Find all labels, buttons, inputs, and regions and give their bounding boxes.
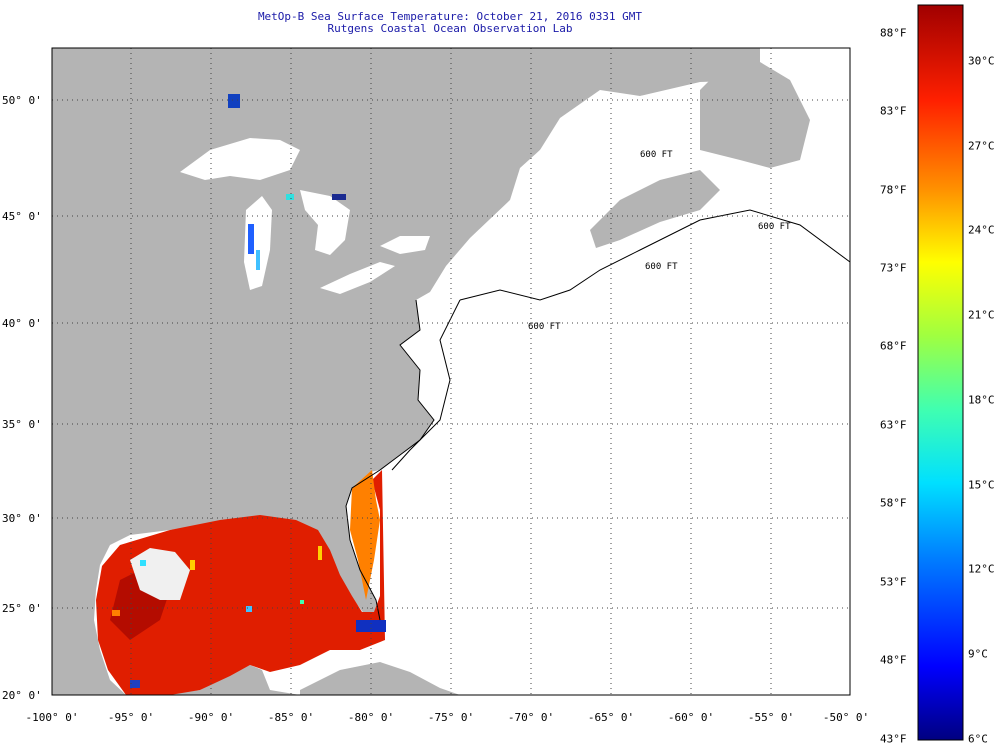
colorbar <box>917 4 964 741</box>
colorbar-f-label: 73°F <box>880 261 907 275</box>
colorbar-f-label: 78°F <box>880 183 907 197</box>
lon-label-75: -75° 0' <box>427 711 475 724</box>
lake-sst-speckles <box>228 94 346 270</box>
lat-label-50: 50° 0' <box>2 94 42 107</box>
map-area <box>52 48 850 695</box>
depth-label: 600 FT <box>645 262 678 272</box>
colorbar-f-label: 68°F <box>880 339 907 353</box>
land-cuba <box>300 662 460 695</box>
lon-label-60: -60° 0' <box>667 711 715 724</box>
graticule <box>52 48 850 695</box>
map-border <box>51 47 851 696</box>
lake-superior <box>180 138 300 180</box>
lat-label-45: 45° 0' <box>2 210 42 223</box>
colorbar-f-label: 48°F <box>880 653 907 667</box>
colorbar-c-label: 27°C <box>968 139 995 153</box>
depth-contour-600ft <box>391 209 850 471</box>
lat-label-30: 30° 0' <box>2 512 42 525</box>
colorbar-f-label: 53°F <box>880 575 907 589</box>
lon-label-70: -70° 0' <box>507 711 555 724</box>
lon-label-80: -80° 0' <box>347 711 395 724</box>
colorbar-c-label: 9°C <box>968 647 988 661</box>
land-newfoundland <box>700 60 810 168</box>
depth-label: 600 FT <box>758 222 791 232</box>
lake-michigan <box>244 196 272 290</box>
lat-label-25: 25° 0' <box>2 602 42 615</box>
lon-label-65: -65° 0' <box>587 711 635 724</box>
map-subtitle: Rutgens Coastal Ocean Observation Lab <box>327 22 573 35</box>
depth-label: 600 FT <box>640 150 673 160</box>
land-nova-scotia <box>590 170 720 248</box>
colorbar-f-label: 58°F <box>880 496 907 510</box>
land-north-america <box>52 48 760 695</box>
colorbar-c-label: 15°C <box>968 478 995 492</box>
sst-gulf-swath <box>96 470 385 695</box>
lat-label-40: 40° 0' <box>2 317 42 330</box>
colorbar-f-label: 83°F <box>880 104 907 118</box>
colorbar-c-label: 24°C <box>968 223 995 237</box>
colorbar-c-label: 18°C <box>968 393 995 407</box>
lon-label-100: -100° 0' <box>25 711 79 724</box>
sst-atlantic-strip <box>350 470 380 600</box>
lat-label-35: 35° 0' <box>2 418 42 431</box>
lat-label-20: 20° 0' <box>2 689 42 702</box>
lon-label-95: -95° 0' <box>107 711 155 724</box>
colorbar-f-label: 43°F <box>880 732 907 746</box>
lon-label-85: -85° 0' <box>267 711 315 724</box>
lake-huron <box>300 190 350 255</box>
colorbar-c-label: 12°C <box>968 562 995 576</box>
colorbar-c-label: 6°C <box>968 732 988 746</box>
lon-label-55: -55° 0' <box>747 711 795 724</box>
water-st-lawrence <box>520 95 700 200</box>
depth-label: 600 FT <box>528 322 561 332</box>
lake-ontario <box>380 236 430 254</box>
sst-florida-bay-cold <box>356 620 386 632</box>
lake-erie <box>320 262 395 294</box>
colorbar-f-label: 63°F <box>880 418 907 432</box>
lon-label-50: -50° 0' <box>822 711 870 724</box>
colorbar-f-label: 88°F <box>880 26 907 40</box>
land-mexico <box>160 665 300 695</box>
sst-speckles <box>112 546 322 688</box>
coastline <box>345 299 435 621</box>
lon-label-90: -90° 0' <box>187 711 235 724</box>
colorbar-c-label: 30°C <box>968 54 995 68</box>
colorbar-c-label: 21°C <box>968 308 995 322</box>
map-title: MetOp-B Sea Surface Temperature: October… <box>257 10 643 23</box>
